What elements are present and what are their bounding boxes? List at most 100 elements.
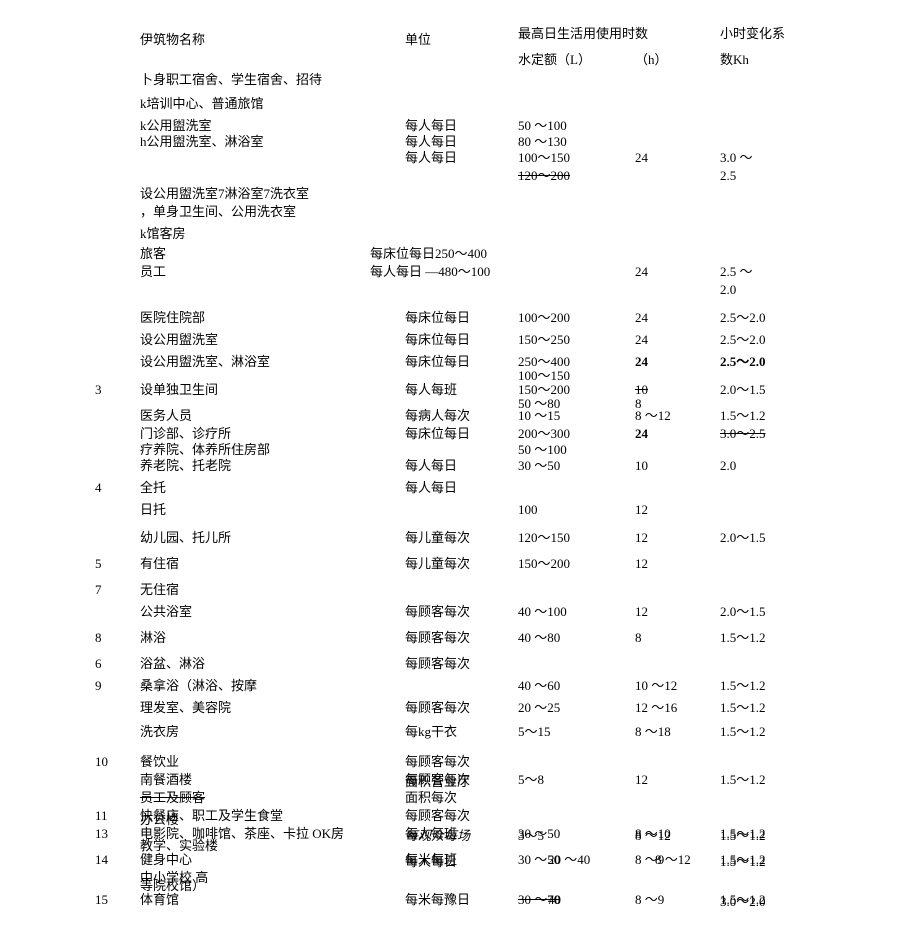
row-hours: 8 [635, 630, 642, 646]
row-hours: 24 [635, 426, 648, 442]
row-name: 卜身职工宿舍、学生宿舍、招待 [140, 72, 322, 88]
row-name: 有住宿 [140, 556, 179, 572]
row-unit: 每人每班 [405, 382, 457, 398]
row-name: 设公用盥洗室7淋浴室7洗衣室 [140, 186, 309, 202]
header-name: 伊筑物名称 [140, 32, 205, 48]
row-quota-ov: 20 ～40 [548, 852, 590, 868]
row-unit: 面积每次 [405, 790, 457, 806]
row-unit: 每人每日 [405, 134, 457, 150]
row-hours: 12 ～16 [635, 700, 677, 716]
row-name: k公用盥洗室 [140, 118, 212, 134]
row-name: 员工及顾客 [140, 790, 205, 806]
row-number: 5 [95, 556, 102, 572]
row-hours: 24 [635, 310, 648, 326]
row-kh: 1.5～1.2 [720, 678, 766, 694]
row-quota: 200～300 [518, 426, 570, 442]
row-number: 15 [95, 892, 108, 908]
row-name: 淋浴 [140, 630, 166, 646]
row-quota: 5～15 [518, 724, 551, 740]
row-hours: 24 [635, 264, 648, 280]
row-unit: 每kg干衣 [405, 724, 457, 740]
row-kh: 2.5～2.0 [720, 354, 766, 370]
row-unit: 每儿童每次 [405, 530, 470, 546]
row-name: 医院住院部 [140, 310, 205, 326]
row-name: k培训中心、普通旅馆 [140, 96, 264, 112]
row-name: 设单独卫生间 [140, 382, 218, 398]
row-name: 理发室、美容院 [140, 700, 231, 716]
row-name: h公用盥洗室、淋浴室 [140, 134, 264, 150]
row-quota: 80 ～130 [518, 134, 567, 150]
row-hours-ov: 8 ～12 [655, 852, 691, 868]
row-kh: 2.5～2.0 [720, 310, 766, 326]
row-kh: 2.0 [720, 282, 736, 298]
row-unit-ov: 面积营业厅 [405, 774, 470, 790]
row-number: 7 [95, 582, 102, 598]
row-name: 南餐酒楼 [140, 772, 192, 788]
row-quota: 30 ～50 [518, 458, 560, 474]
row-name: 体育馆 [140, 892, 179, 908]
row-unit: 每儿童每次 [405, 556, 470, 572]
row-kh-b: 1.5～1.2 [720, 828, 766, 844]
row-unit: 每床位每日 [405, 332, 470, 348]
row-quota: 100～150 [518, 150, 570, 166]
row-name: 无住宿 [140, 582, 179, 598]
row-name: 全托 [140, 480, 166, 496]
row-kh: 1.5～1.2 [720, 772, 766, 788]
row-hours-b: 8 ～12 [635, 828, 671, 844]
row-quota: 5～8 [518, 772, 544, 788]
row-kh: 2.5～2.0 [720, 332, 766, 348]
row-hours: 12 [635, 772, 648, 788]
row-kh: 2.5 [720, 168, 736, 184]
row-unit-ov: 每观众每场 [405, 828, 470, 844]
row-hours: 8 ～18 [635, 724, 671, 740]
row-quota: 50 ～100 [518, 442, 567, 458]
row-quota: 40 ～100 [518, 604, 567, 620]
row-number: 9 [95, 678, 102, 694]
row-unit-ov: 每人每日 [405, 854, 457, 870]
row-name: 设公用盥洗室、淋浴室 [140, 354, 270, 370]
header-hours: （h） [635, 52, 668, 68]
row-unit: 每米每豫日 [405, 892, 470, 908]
header-quota: 最高日生活用使用时数 [518, 26, 648, 42]
header-quota-sub: 水定额（L） [518, 52, 591, 68]
row-hours: 10 ～12 [635, 678, 677, 694]
row-name: 健身中心 [140, 852, 192, 868]
row-kh-ov: 1.5～1.2 [720, 854, 766, 870]
row-number: 13 [95, 826, 108, 842]
row-name: 设公用盥洗室 [140, 332, 218, 348]
row-quota: 20 ～25 [518, 700, 560, 716]
row-number: 6 [95, 656, 102, 672]
row-kh: 2.0～1.5 [720, 530, 766, 546]
row-name: 公共浴室 [140, 604, 192, 620]
row-unit: 每床位每日 [405, 426, 470, 442]
row-unit: 每床位每日 [405, 354, 470, 370]
row-kh: 1.5～1.2 [720, 700, 766, 716]
row-name: ，单身卫生间、公用洗衣室 [140, 204, 296, 220]
row-kh: 2.0 [720, 458, 736, 474]
row-hours: 8 ～9 [635, 892, 664, 908]
row-kh: 2.5 ～ [720, 264, 753, 280]
row-name: 洗衣房 [140, 724, 179, 740]
row-kh: 2.0～1.5 [720, 604, 766, 620]
row-unit: 每病人每次 [405, 408, 470, 424]
row-quota: 120～150 [518, 530, 570, 546]
row-unit: 每顾客每次 [405, 630, 470, 646]
row-kh: 3.0～2.5 [720, 426, 766, 442]
header-kh: 小时变化系 [720, 26, 785, 42]
row-name: 疗养院、体养所住房部 [140, 442, 270, 458]
row-unit-right: 每床位每日250～400 [370, 246, 487, 262]
row-quota: 40 ～60 [518, 678, 560, 694]
row-unit-right: 每人每日 —480～100 [370, 264, 490, 280]
row-name: 门诊部、诊疗所 [140, 426, 231, 442]
row-unit: 每人每日 [405, 118, 457, 134]
row-kh: 1.5～1.2 [720, 408, 766, 424]
row-hours: 12 [635, 556, 648, 572]
row-hours: 10 [635, 458, 648, 474]
row-number: 8 [95, 630, 102, 646]
row-unit: 每床位每日 [405, 310, 470, 326]
row-unit: 每人每日 [405, 480, 457, 496]
row-name: 浴盆、淋浴 [140, 656, 205, 672]
row-quota: 150～250 [518, 332, 570, 348]
row-unit: 每人每日 [405, 458, 457, 474]
row-number: 11 [95, 808, 108, 824]
